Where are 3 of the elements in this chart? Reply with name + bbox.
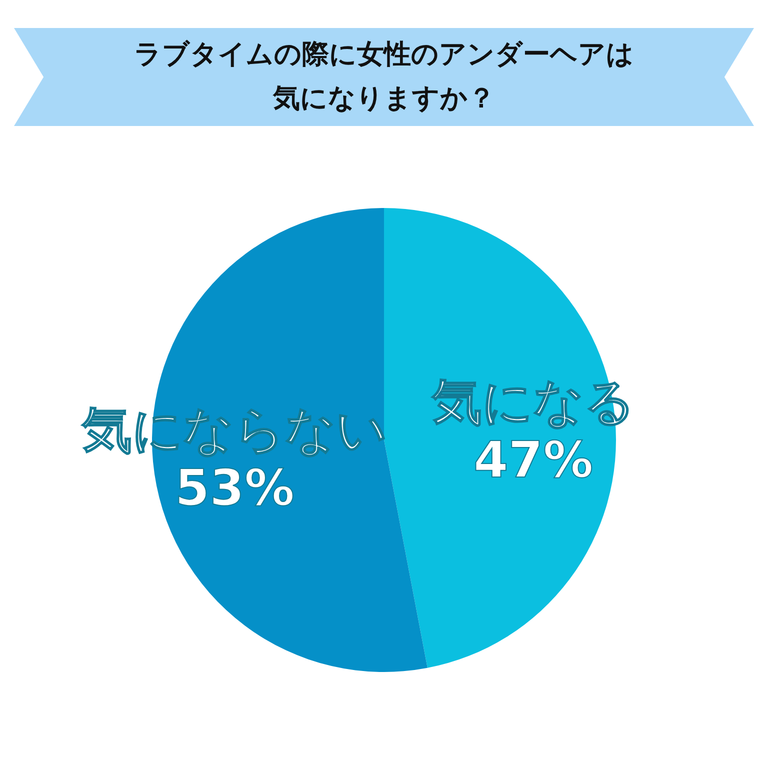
data-label: 53%: [174, 459, 295, 518]
chart-title: ラブタイムの際に女性のアンダーヘアは気になりますか？: [134, 38, 634, 116]
data-label: 47%: [473, 430, 594, 489]
